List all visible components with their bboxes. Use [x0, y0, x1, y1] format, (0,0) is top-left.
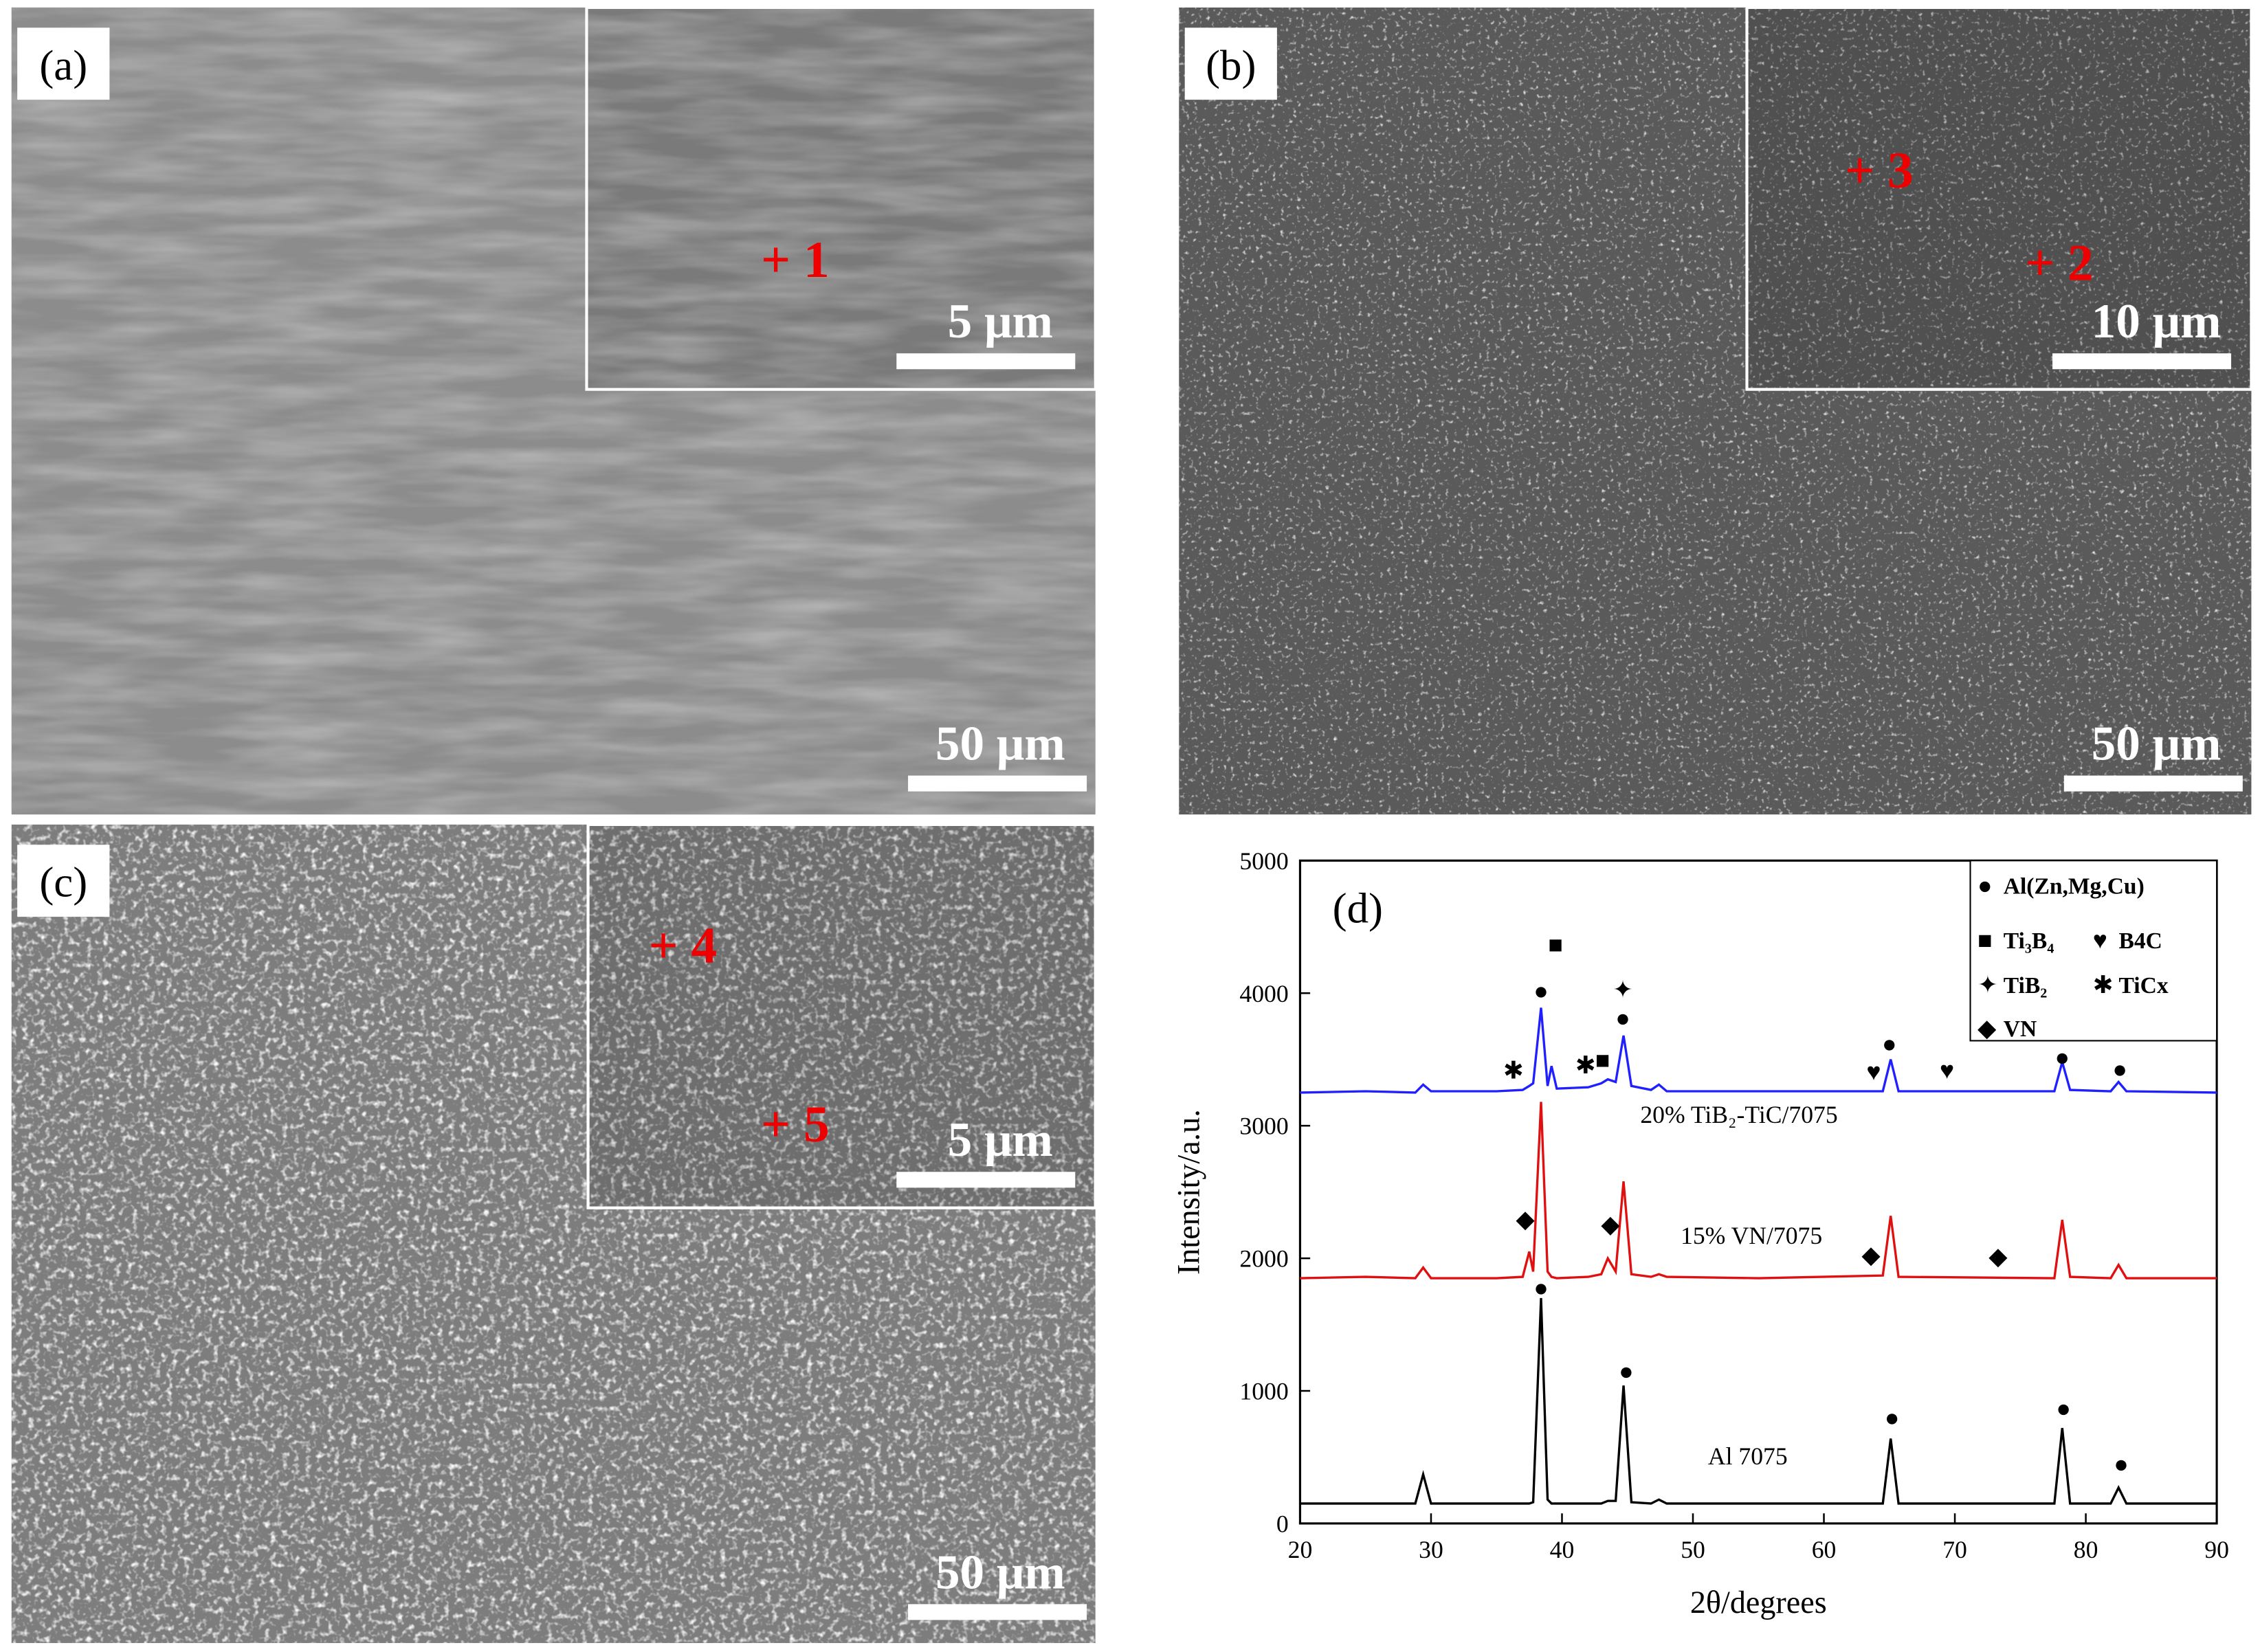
panel-label-box — [17, 845, 110, 917]
panel-label: (c) — [39, 858, 87, 906]
photos: (a) 50 μm 5 μm + 1 (b) 50 μm 10 μm + 3 + 2 (c) 50 … — [11, 5, 2253, 1643]
scale-label: 50 μm — [935, 1545, 1065, 1599]
series-line — [1300, 1102, 2217, 1280]
sem-panel: (a) 50 μm 5 μm + 1 — [11, 5, 1097, 815]
point-label: + 1 — [761, 232, 830, 289]
scale-label: 50 μm — [935, 717, 1065, 771]
x-tick-label: 80 — [2074, 1536, 2098, 1563]
inset-texture — [589, 826, 1094, 1207]
panel-label: (b) — [1206, 41, 1256, 89]
y-axis-label: Intensity/a.u. — [1171, 1109, 1206, 1275]
scale-bar — [2063, 775, 2243, 792]
phase-mark: ● — [1533, 977, 1549, 1005]
phase-mark: ■ — [1595, 1046, 1610, 1073]
legend-label: VN — [2004, 1016, 2037, 1042]
panel-label: (a) — [39, 41, 87, 89]
plot-frame — [1298, 859, 2218, 1525]
x-tick-label: 70 — [1942, 1536, 1967, 1563]
x-tick-label: 40 — [1550, 1536, 1575, 1563]
series-label: 20% TiB₂-TiC/7075 — [1640, 1101, 1837, 1128]
series-label: 15% VN/7075 — [1681, 1222, 1822, 1249]
inset-scale-label: 5 μm — [948, 294, 1053, 348]
series-line — [1300, 1007, 2217, 1094]
point-label: + 3 — [1845, 142, 1914, 199]
point-label: + 4 — [649, 917, 718, 974]
phase-mark: ♥ — [1940, 1057, 1954, 1084]
phase-mark: ● — [1882, 1030, 1897, 1058]
legend-symbol: ✦ — [1978, 971, 1998, 998]
panel-label-box — [17, 27, 110, 100]
phase-mark: ● — [2055, 1043, 2070, 1071]
y-tick-label: 5000 — [1239, 847, 1288, 875]
phase-mark: ♥ — [1866, 1058, 1881, 1086]
legend-label: TiB₂ — [2004, 973, 2048, 998]
point-label: + 2 — [2025, 234, 2094, 291]
inset-texture — [1748, 9, 2250, 388]
phase-mark: ◆ — [1861, 1241, 1881, 1269]
legend-symbol: ● — [1978, 872, 1993, 900]
legend-label: TiCx — [2118, 973, 2168, 998]
phase-mark: ■ — [1548, 930, 1563, 958]
legend-symbol: ✱ — [2093, 971, 2114, 998]
legend-symbol: ■ — [1978, 926, 1993, 954]
inset-scale-bar — [896, 353, 1076, 370]
phase-mark: ● — [1619, 1358, 1634, 1385]
phase-mark: ● — [2056, 1395, 2071, 1422]
inset-scale-label: 5 μm — [948, 1113, 1053, 1167]
y-tick-label: 0 — [1276, 1510, 1289, 1538]
legend-label: Al(Zn,Mg,Cu) — [2004, 874, 2145, 900]
x-tick-label: 90 — [2204, 1536, 2229, 1563]
phase-mark: ● — [1885, 1404, 1900, 1431]
y-tick-label: 3000 — [1239, 1113, 1288, 1140]
phase-mark: ● — [1615, 1005, 1630, 1032]
y-tick-label: 4000 — [1239, 980, 1288, 1007]
panel-label-box — [1184, 27, 1277, 100]
phase-mark: ● — [2112, 1056, 2127, 1083]
phase-mark: ✱ — [1575, 1051, 1596, 1079]
series-line — [1300, 1297, 2217, 1505]
y-tick-label: 1000 — [1239, 1378, 1288, 1405]
phase-mark: ✦ — [1613, 976, 1633, 1003]
phase-mark: ◆ — [1601, 1211, 1620, 1238]
phase-mark: ● — [2114, 1451, 2129, 1478]
x-tick-label: 30 — [1419, 1536, 1443, 1563]
x-axis-label: 2θ/degrees — [1690, 1585, 1827, 1620]
legend-symbol: ◆ — [1978, 1014, 1997, 1042]
inset-texture — [588, 9, 1094, 388]
panel-label: (d) — [1333, 884, 1383, 932]
phase-mark: ● — [1533, 1274, 1549, 1302]
point-label: + 5 — [761, 1096, 830, 1153]
inset-scale-bar — [896, 1172, 1076, 1188]
x-tick-label: 50 — [1681, 1536, 1705, 1563]
scale-bar — [908, 1604, 1087, 1620]
x-tick-label: 60 — [1812, 1536, 1837, 1563]
legend-label: Ti₃B₄ — [2004, 928, 2054, 954]
sem-panel: (c) 50 μm 5 μm + 4 + 5 — [11, 823, 1097, 1643]
scale-label: 50 μm — [2092, 717, 2222, 771]
xrd-chart: (d) 0 1000 2000 3000 4000 5000 20 30 40 50 60 70 80 90… — [1171, 847, 2229, 1620]
phase-mark: ◆ — [1516, 1205, 1535, 1233]
x-tick-label: 20 — [1288, 1536, 1313, 1563]
phase-mark: ◆ — [1988, 1242, 2008, 1270]
sem-panel: (b) 50 μm 10 μm + 3 + 2 — [1179, 5, 2253, 815]
scale-bar — [908, 775, 1087, 792]
series-label: Al 7075 — [1708, 1442, 1788, 1470]
phase-mark: ✱ — [1503, 1057, 1524, 1084]
legend-box — [1969, 860, 2218, 1042]
inset-scale-bar — [2052, 353, 2232, 370]
legend-label: B4C — [2118, 928, 2162, 954]
inset-scale-label: 10 μm — [2092, 294, 2222, 348]
legend-symbol: ♥ — [2093, 926, 2107, 954]
y-tick-label: 2000 — [1239, 1245, 1288, 1273]
